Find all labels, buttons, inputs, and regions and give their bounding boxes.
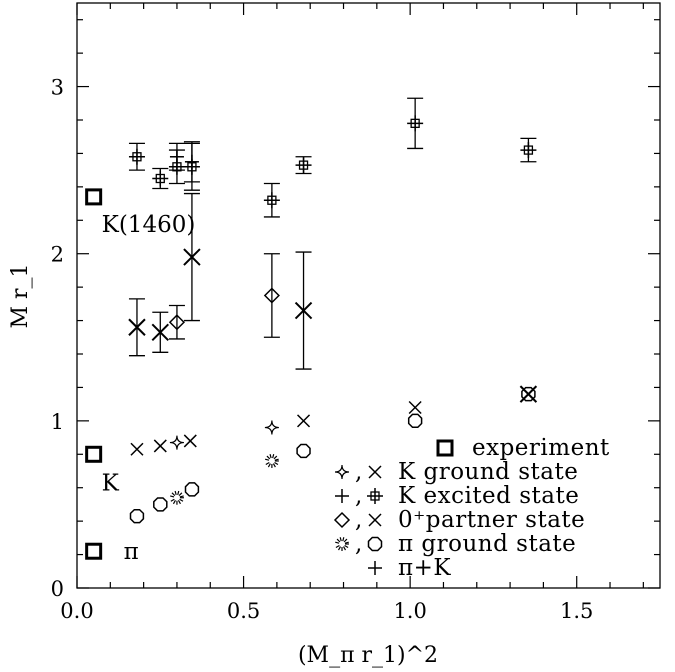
plot-frame <box>76 2 661 589</box>
data-point <box>294 301 313 320</box>
legend-label-experiment: experiment <box>472 435 610 461</box>
legend-symbol <box>335 489 349 503</box>
data-point <box>85 445 103 463</box>
legend-symbol <box>335 537 349 551</box>
annotation-label: π <box>124 539 139 565</box>
legend-symbol <box>367 536 383 552</box>
data-point <box>85 542 103 560</box>
data-point <box>130 442 144 456</box>
legend-label-0-partner-state: 0⁺partner state <box>398 507 585 533</box>
legend-symbol <box>367 488 383 504</box>
annotation-label: K <box>102 470 120 496</box>
error-bar <box>263 253 280 338</box>
data-point <box>169 435 184 450</box>
series-star6 <box>170 454 279 505</box>
data-point <box>297 414 311 428</box>
data-point <box>295 157 312 174</box>
tick-labels: 0.0 0.5 1.0 1.5 0 1 2 3 <box>51 76 594 623</box>
data-point <box>264 454 279 468</box>
series-plus <box>168 141 200 183</box>
data-point <box>519 385 538 403</box>
legend-symbol <box>333 511 351 529</box>
legend-label-k-ground-state: K ground state <box>398 459 578 485</box>
legend-symbol <box>368 561 382 575</box>
error-bar <box>168 304 185 340</box>
data-point <box>264 420 279 435</box>
series-x-large <box>128 192 538 403</box>
y-tick-label: 3 <box>51 76 64 100</box>
x-axis-title: (M_π r_1)^2 <box>298 643 438 668</box>
series-x <box>130 400 422 456</box>
series-cross-boxed <box>128 97 537 218</box>
legend-comma: , <box>355 531 363 557</box>
y-tick-label: 1 <box>51 410 64 434</box>
data-point <box>521 386 536 402</box>
legend-comma: , <box>355 507 363 533</box>
data-point <box>184 154 199 169</box>
annotation-label: K(1460) <box>102 212 196 238</box>
data-point <box>128 148 145 165</box>
legend-symbols: ,,,, <box>333 439 454 575</box>
legend-symbol <box>368 465 382 479</box>
data-point <box>183 248 201 266</box>
data-series <box>85 97 538 560</box>
annotations: K(1460) Kπ <box>102 212 196 565</box>
x-tick-label: 1.5 <box>560 599 593 623</box>
x-tick-label: 0.0 <box>60 599 93 623</box>
data-point <box>168 314 186 331</box>
data-point <box>184 482 200 497</box>
y-tick-label: 2 <box>51 243 64 267</box>
data-point <box>151 323 169 341</box>
legend-symbol <box>334 464 350 480</box>
legend-label-pi-plus-k: π+K <box>398 555 451 581</box>
series-diamond <box>168 253 280 340</box>
data-point <box>85 188 103 206</box>
x-tick-label: 0.5 <box>227 599 260 623</box>
legend-comma: , <box>355 483 363 509</box>
data-point <box>407 115 424 132</box>
data-point <box>408 400 422 415</box>
series-square <box>85 188 103 560</box>
legend-symbol <box>368 513 382 527</box>
data-point <box>152 170 169 187</box>
data-point <box>169 149 184 164</box>
data-point <box>128 318 146 336</box>
data-point <box>129 508 145 524</box>
x-tick-label: 1.0 <box>393 599 426 623</box>
data-point <box>153 439 167 453</box>
data-point <box>263 192 280 209</box>
data-point <box>520 142 537 159</box>
legend-label-pi-ground-state: π ground state <box>398 531 576 557</box>
y-axis-title: M r_1 <box>8 263 33 328</box>
legend: experiment K ground state K excited stat… <box>333 435 610 581</box>
data-point <box>407 413 423 429</box>
series-octagon <box>129 386 536 524</box>
legend-label-k-excited-state: K excited state <box>398 483 579 509</box>
data-point <box>183 434 197 448</box>
y-tick-label: 0 <box>51 577 64 601</box>
tick-marks <box>76 3 660 589</box>
data-point <box>296 443 311 459</box>
data-point <box>170 490 184 505</box>
legend-comma: , <box>355 459 363 485</box>
data-point <box>263 287 280 304</box>
data-point <box>153 497 168 512</box>
legend-symbol <box>436 439 454 457</box>
